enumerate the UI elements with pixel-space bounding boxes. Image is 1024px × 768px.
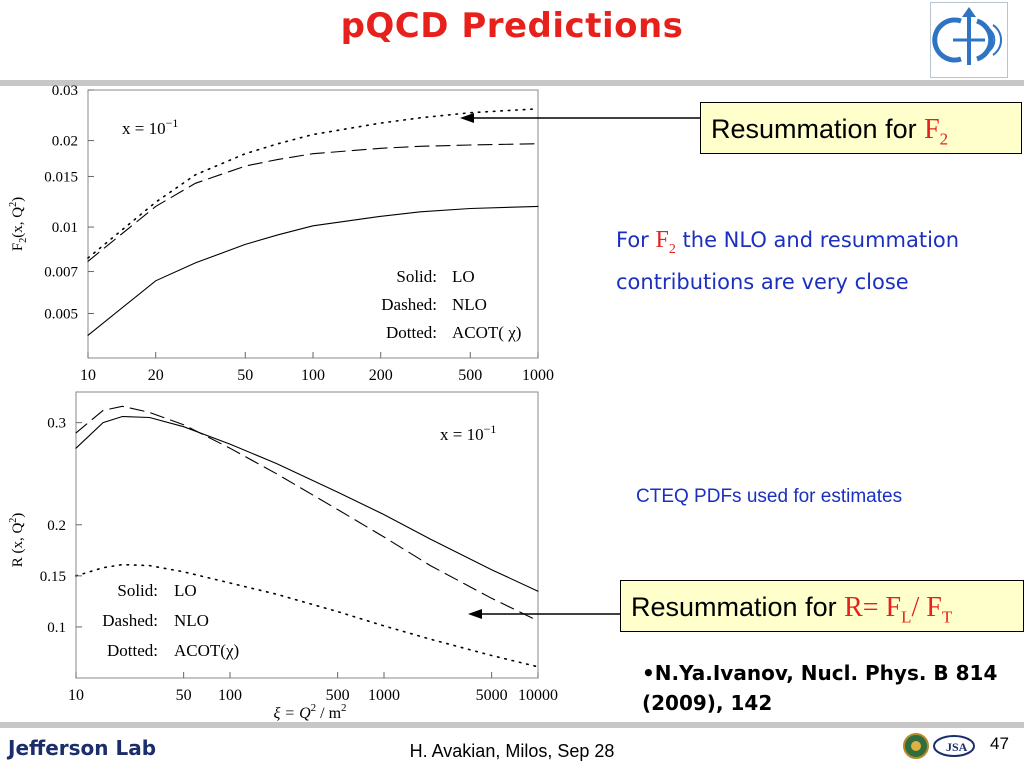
eic-logo-icon xyxy=(932,7,1002,65)
x-tick-label: 10000 xyxy=(518,687,558,704)
y-tick-label: 0.015 xyxy=(44,169,78,185)
callout-prefix: Resummation for xyxy=(711,114,925,144)
callout-formula: F xyxy=(924,114,940,145)
legend-label: NLO xyxy=(452,295,487,314)
r-chart: 10 50 100 500 1000 5000 10000 0.1 0.15 0.2 0.3 x … xyxy=(8,391,558,722)
legend-label: LO xyxy=(452,267,475,286)
callout-prefix: Resummation for xyxy=(631,592,845,622)
series-dotted-line xyxy=(75,563,539,668)
y-tick-label: 0.3 xyxy=(47,416,66,432)
series-dotted-line xyxy=(87,108,539,259)
footer-text: H. Avakian, Milos, Sep 28 xyxy=(409,741,615,761)
x-tick-label: 1000 xyxy=(368,687,400,704)
header-divider xyxy=(0,80,1024,86)
x-tick-label: 200 xyxy=(369,367,393,384)
series-dashed-line xyxy=(75,405,539,622)
eic-logo xyxy=(930,2,1008,78)
legend-style: Dashed: xyxy=(102,611,158,630)
r-legend: Solid: LO Dashed: NLO Dotted: ACOT(χ) xyxy=(102,581,239,660)
r-annotation: x = 10−1 xyxy=(440,422,496,444)
y-tick-label: 0.005 xyxy=(44,307,78,323)
x-tick-label: 500 xyxy=(458,367,482,384)
x-tick-label: 500 xyxy=(326,687,350,704)
reference-line1: •N.Ya.Ivanov, Nucl. Phys. B 814 xyxy=(642,661,998,685)
x-tick-label: 10 xyxy=(68,687,84,704)
footer-logos: JSA xyxy=(902,730,982,767)
legend-label: LO xyxy=(174,581,197,600)
callout-formula-slash: / F xyxy=(911,592,942,623)
legend-style: Solid: xyxy=(117,581,158,600)
note-f2-close: For F2 the NLO and resummation contribut… xyxy=(616,224,1016,298)
arrow-bottom xyxy=(468,609,620,619)
x-tick-label: 50 xyxy=(237,367,253,384)
y-tick-label: 0.01 xyxy=(52,220,78,236)
r-chart-frame xyxy=(75,391,539,679)
legend-style: Dotted: xyxy=(107,641,158,660)
callout-formula-sub: T xyxy=(941,607,953,627)
jefferson-lab-logo: Jefferson Lab xyxy=(8,736,157,760)
reference: •N.Ya.Ivanov, Nucl. Phys. B 814 (2009), … xyxy=(642,658,1022,718)
x-tick-label: 50 xyxy=(176,687,192,704)
callout-resummation-f2: Resummation for F2 xyxy=(700,102,1022,154)
series-solid-line xyxy=(87,205,539,336)
y-tick-label: 0.03 xyxy=(52,83,78,99)
y-tick-label: 0.1 xyxy=(47,620,66,636)
note-formula-sub: 2 xyxy=(668,241,676,257)
series-solid-line xyxy=(75,415,539,592)
f2-chart: 10 20 50 100 200 500 1000 0.005 0.007 0.01 0.015 0… xyxy=(8,83,554,384)
slide-title: pQCD Predictions xyxy=(340,6,684,46)
x-tick-label: 10 xyxy=(80,367,96,384)
f2-annotation: x = 10−1 xyxy=(122,116,178,138)
svg-text:JSA: JSA xyxy=(946,740,968,754)
callout-formula-sub: 2 xyxy=(939,129,949,149)
f2-ylabel: F2(x, Q2) xyxy=(8,197,29,251)
page-number: 47 xyxy=(990,734,1009,753)
legend-label: ACOT( χ) xyxy=(452,323,521,342)
legend-style: Solid: xyxy=(396,267,437,286)
legend-label: NLO xyxy=(174,611,209,630)
legend-style: Dashed: xyxy=(381,295,437,314)
x-tick-label: 20 xyxy=(148,367,164,384)
series-dashed-line xyxy=(87,143,539,262)
callout-formula-sub: L xyxy=(901,607,912,627)
footer-divider xyxy=(0,722,1024,728)
y-tick-label: 0.2 xyxy=(47,518,66,534)
legend-style: Dotted: xyxy=(386,323,437,342)
y-tick-label: 0.007 xyxy=(44,265,78,281)
callout-resummation-r: Resummation for R= FL/ FT xyxy=(620,580,1024,632)
note-text: the NLO and resummation contributions ar… xyxy=(616,228,960,294)
note-text: For xyxy=(616,228,656,252)
r-xlabel: ξ = Q2 / m2 xyxy=(273,702,346,722)
partner-logos-icon: JSA xyxy=(903,733,975,759)
y-tick-label: 0.02 xyxy=(52,134,78,150)
x-tick-label: 100 xyxy=(301,367,325,384)
note-cteq: CTEQ PDFs used for estimates xyxy=(636,486,903,507)
arrow-top xyxy=(460,113,700,123)
f2-legend: Solid: LO Dashed: NLO Dotted: ACOT( χ) xyxy=(381,267,521,342)
x-tick-label: 1000 xyxy=(522,367,554,384)
reference-line2: (2009), 142 xyxy=(642,691,773,715)
r-ylabel: R (x, Q2) xyxy=(8,513,26,568)
x-tick-label: 100 xyxy=(218,687,242,704)
note-formula: F xyxy=(655,227,669,253)
callout-formula: R= F xyxy=(844,592,902,623)
legend-label: ACOT(χ) xyxy=(174,641,239,660)
x-tick-label: 5000 xyxy=(476,687,508,704)
y-tick-label: 0.15 xyxy=(40,569,66,585)
